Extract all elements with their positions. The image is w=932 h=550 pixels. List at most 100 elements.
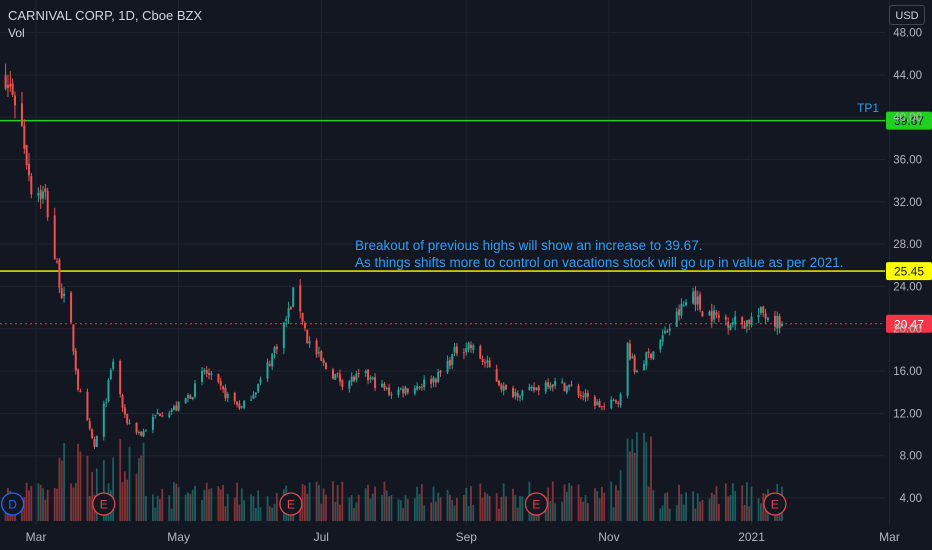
candle-body: [743, 325, 746, 329]
volume-bar: [547, 487, 550, 521]
candle-body: [369, 377, 372, 379]
volume-bar: [696, 493, 699, 521]
candle-body: [778, 316, 781, 329]
currency-button[interactable]: USD: [889, 5, 925, 25]
volume-bar: [486, 494, 489, 521]
time-axis[interactable]: Mar May Jul Sep Nov 2021 Mar: [26, 530, 900, 544]
candle-body: [696, 296, 699, 305]
volume-bar: [668, 508, 671, 521]
price-tick-label: 16.00: [893, 366, 922, 378]
candle-body: [74, 350, 77, 371]
volume-bar: [355, 502, 358, 521]
candle-body: [271, 354, 274, 367]
candle-body: [448, 359, 451, 366]
candle-body: [301, 312, 304, 322]
candle-body: [161, 415, 164, 417]
candle-body: [773, 315, 776, 327]
level-price-tag[interactable]: [886, 262, 932, 281]
candle-body: [603, 406, 606, 408]
volume-bar: [121, 482, 124, 521]
volume-bar: [102, 460, 105, 521]
candle-body: [416, 386, 419, 390]
candle-body: [224, 387, 227, 399]
volume-bar: [350, 495, 353, 521]
level-price-tag[interactable]: [886, 314, 932, 333]
volume-bar: [661, 505, 664, 521]
candle-body: [172, 406, 175, 411]
volume-bar: [554, 503, 557, 521]
candle-body: [243, 400, 246, 408]
volume-bar: [187, 492, 189, 521]
earnings-marker[interactable]: [92, 492, 116, 516]
volume-bar: [21, 506, 23, 521]
volume-bar: [437, 492, 440, 521]
volume-bar: [70, 483, 72, 521]
volume-bar: [463, 495, 465, 521]
time-tick-label: Jul: [314, 530, 329, 544]
volume-bar: [222, 484, 224, 521]
candle-body: [423, 379, 426, 388]
candle-body: [680, 303, 683, 316]
candle-body: [112, 361, 115, 369]
price-axis[interactable]: 48.00 44.00 40.00 36.00 32.00 28.00 24.00 20.00…: [893, 28, 922, 506]
candle-body: [420, 386, 423, 388]
candle-body: [610, 399, 613, 408]
candle-body: [119, 360, 122, 395]
candle-body: [259, 379, 262, 383]
level-price-tag[interactable]: [886, 111, 932, 130]
earnings-marker[interactable]: [763, 492, 787, 516]
volume-bar: [603, 493, 606, 521]
candle-body: [72, 324, 75, 352]
earnings-marker[interactable]: [524, 492, 549, 516]
candle-body: [27, 163, 30, 176]
candle-body: [479, 346, 482, 359]
volume-bar: [598, 498, 601, 521]
volume-bar: [402, 508, 405, 521]
candle-body: [336, 372, 339, 374]
candle-body: [6, 84, 9, 88]
volume-bar: [593, 488, 596, 521]
candle-body: [128, 422, 131, 424]
volume-bar: [586, 503, 589, 521]
candle-body: [764, 313, 767, 319]
volume-bar: [123, 471, 126, 521]
tp1-label: TP1: [857, 101, 880, 115]
volume-bar: [322, 488, 325, 521]
horizontal-levels[interactable]: 39.67 25.45 20.47: [0, 111, 932, 333]
candle-body: [586, 392, 589, 397]
candle-body: [334, 374, 337, 380]
time-tick-label: Sep: [456, 530, 478, 544]
candle-body: [600, 406, 603, 408]
candle-body: [710, 310, 713, 322]
volume-bar: [58, 457, 61, 521]
candle-body: [759, 306, 762, 314]
candle-body: [762, 306, 765, 313]
volume-bar: [25, 482, 28, 521]
volume-bar: [666, 492, 669, 521]
volume-bar: [745, 482, 748, 521]
dividend-marker[interactable]: [0, 492, 25, 516]
candle-body: [652, 351, 655, 360]
candle-body: [729, 325, 732, 331]
candle-body: [63, 293, 66, 296]
candle-body: [483, 362, 486, 364]
candle-body: [731, 322, 734, 325]
candle-body: [250, 399, 253, 401]
candle-body: [123, 407, 126, 415]
volume-bar: [397, 499, 400, 521]
earnings-marker[interactable]: [279, 492, 303, 516]
candle-body: [402, 388, 405, 394]
candle-body: [598, 401, 601, 408]
candle-body: [184, 398, 187, 403]
price-tick-label: 40.00: [893, 112, 922, 124]
candle-body: [453, 346, 456, 353]
candle-body: [528, 387, 531, 391]
volume-bar: [521, 496, 524, 521]
volume-bar: [757, 498, 760, 521]
candle-body: [257, 383, 260, 392]
volume-bar: [584, 495, 587, 521]
volume-bar: [56, 488, 58, 521]
volume-bar: [451, 500, 454, 521]
